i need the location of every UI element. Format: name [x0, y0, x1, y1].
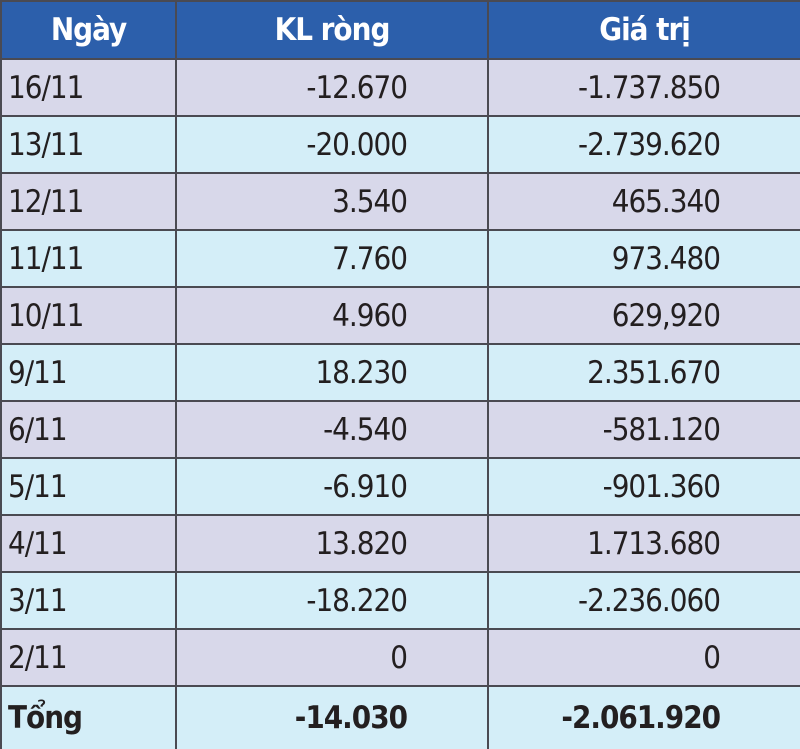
table-row: 11/11 7.760 973.480 [0, 229, 800, 288]
table-cell: 2.351.670 [487, 343, 800, 402]
header-cell: Ngày [0, 0, 177, 60]
header-cell: KL ròng [175, 0, 489, 60]
table-cell: 465.340 [487, 172, 800, 231]
table-cell: -2.061.920 [487, 685, 800, 749]
table-cell: -2.236.060 [487, 571, 800, 630]
table-row: 9/11 18.230 2.351.670 [0, 343, 800, 402]
table-cell: -18.220 [175, 571, 489, 630]
table-cell: -901.360 [487, 457, 800, 516]
table-cell: -12.670 [175, 58, 489, 117]
table-cell: 13.820 [175, 514, 489, 573]
table-row: 12/11 3.540 465.340 [0, 172, 800, 231]
table-cell: 6/11 [0, 400, 177, 459]
table-cell: -1.737.850 [487, 58, 800, 117]
table-cell: 973.480 [487, 229, 800, 288]
table-cell: 12/11 [0, 172, 177, 231]
table-row: 3/11 -18.220 -2.236.060 [0, 571, 800, 630]
table-cell: 2/11 [0, 628, 177, 687]
table-row: 10/11 4.960 629,920 [0, 286, 800, 345]
table-body: 16/11 -12.670 -1.737.850 13/11 -20.000 -2.739… [0, 58, 800, 749]
table-cell: -581.120 [487, 400, 800, 459]
table-row: 2/11 0 0 [0, 628, 800, 687]
table-cell: -20.000 [175, 115, 489, 174]
table-row: 5/11 -6.910 -901.360 [0, 457, 800, 516]
table-cell: Tổng [0, 685, 177, 749]
table-row: 6/11 -4.540 -581.120 [0, 400, 800, 459]
header-row: Ngày KL ròng Giá trị [0, 0, 800, 60]
table-cell: 16/11 [0, 58, 177, 117]
table-cell: 0 [487, 628, 800, 687]
table-cell: 0 [175, 628, 489, 687]
header-cell: Giá trị [487, 0, 800, 60]
table-cell: 4/11 [0, 514, 177, 573]
table-cell: 4.960 [175, 286, 489, 345]
table-cell: 3/11 [0, 571, 177, 630]
table-cell: -2.739.620 [487, 115, 800, 174]
table-cell: 13/11 [0, 115, 177, 174]
table-cell: -6.910 [175, 457, 489, 516]
total-row: Tổng -14.030 -2.061.920 [0, 685, 800, 749]
table-row: 13/11 -20.000 -2.739.620 [0, 115, 800, 174]
table-cell: 11/11 [0, 229, 177, 288]
table-cell: -4.540 [175, 400, 489, 459]
table-row: 4/11 13.820 1.713.680 [0, 514, 800, 573]
table-cell: 18.230 [175, 343, 489, 402]
table-cell: -14.030 [175, 685, 489, 749]
table-row: 16/11 -12.670 -1.737.850 [0, 58, 800, 117]
table-cell: 5/11 [0, 457, 177, 516]
table-cell: 7.760 [175, 229, 489, 288]
table-cell: 1.713.680 [487, 514, 800, 573]
table-cell: 629,920 [487, 286, 800, 345]
table-cell: 9/11 [0, 343, 177, 402]
table-cell: 10/11 [0, 286, 177, 345]
table-cell: 3.540 [175, 172, 489, 231]
